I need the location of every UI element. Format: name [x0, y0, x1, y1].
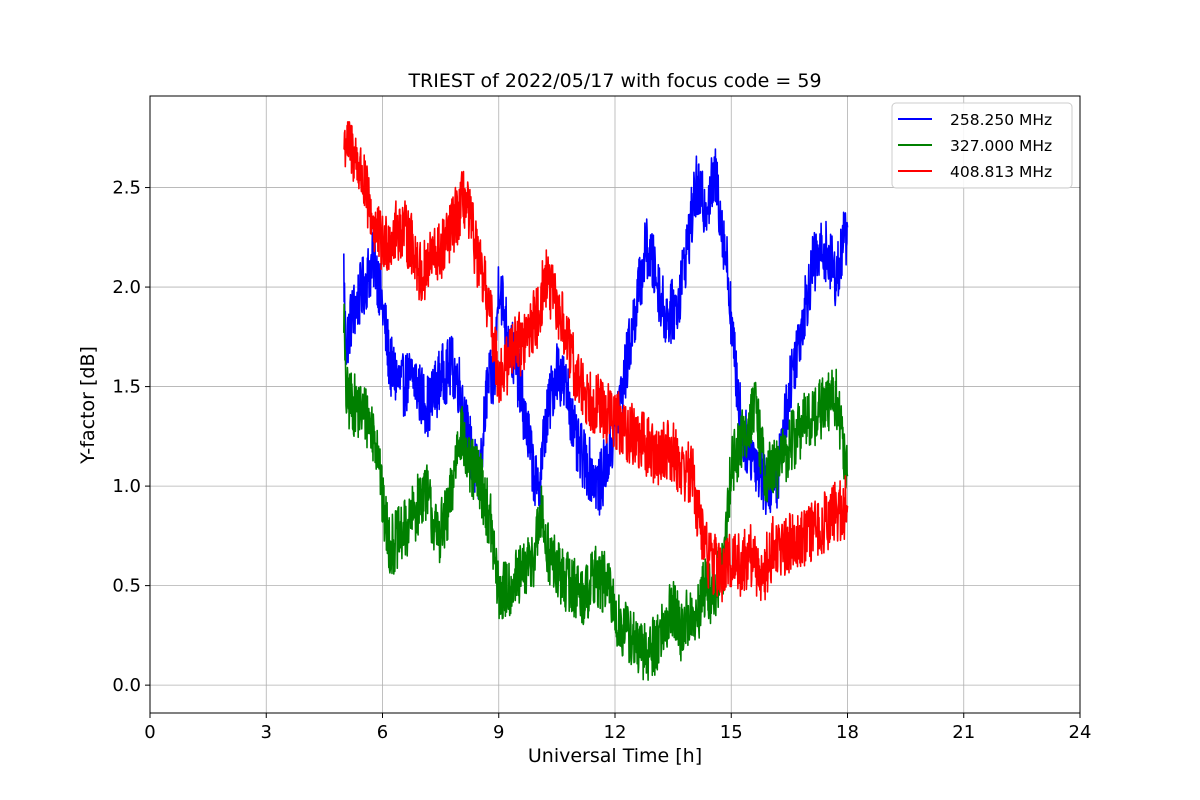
- x-tick-label: 9: [493, 722, 504, 743]
- x-tick-label: 3: [261, 722, 272, 743]
- legend-label: 408.813 MHz: [950, 163, 1052, 181]
- x-tick-label: 6: [377, 722, 388, 743]
- series-layer: [343, 121, 849, 681]
- x-tick-label: 0: [144, 722, 155, 743]
- chart-title: TRIEST of 2022/05/17 with focus code = 5…: [407, 70, 821, 92]
- y-axis-label: Y-factor [dB]: [77, 346, 99, 465]
- y-tick-label: 0.5: [112, 576, 141, 597]
- legend: 258.250 MHz 327.000 MHz 408.813 MHz: [891, 102, 1073, 189]
- legend-label: 327.000 MHz: [950, 137, 1052, 155]
- y-axis-ticks: 0.0 0.5 1.0 1.5 2.0 2.5: [112, 178, 150, 696]
- x-tick-label: 21: [952, 722, 975, 743]
- y-tick-label: 1.0: [112, 476, 141, 497]
- x-tick-label: 12: [604, 722, 627, 743]
- x-axis-label: Universal Time [h]: [528, 745, 702, 767]
- y-tick-label: 2.0: [112, 277, 141, 298]
- x-tick-label: 24: [1069, 722, 1092, 743]
- y-tick-label: 1.5: [112, 377, 141, 398]
- y-tick-label: 0.0: [112, 675, 141, 696]
- series-line: [343, 303, 849, 681]
- y-tick-label: 2.5: [112, 178, 141, 199]
- x-axis-ticks: 0 3 6 9 12 15 18 21 24: [144, 713, 1091, 743]
- legend-label: 258.250 MHz: [950, 111, 1052, 129]
- x-tick-label: 15: [720, 722, 743, 743]
- series-line: [343, 121, 849, 603]
- x-tick-label: 18: [836, 722, 859, 743]
- legend-box: [891, 102, 1073, 189]
